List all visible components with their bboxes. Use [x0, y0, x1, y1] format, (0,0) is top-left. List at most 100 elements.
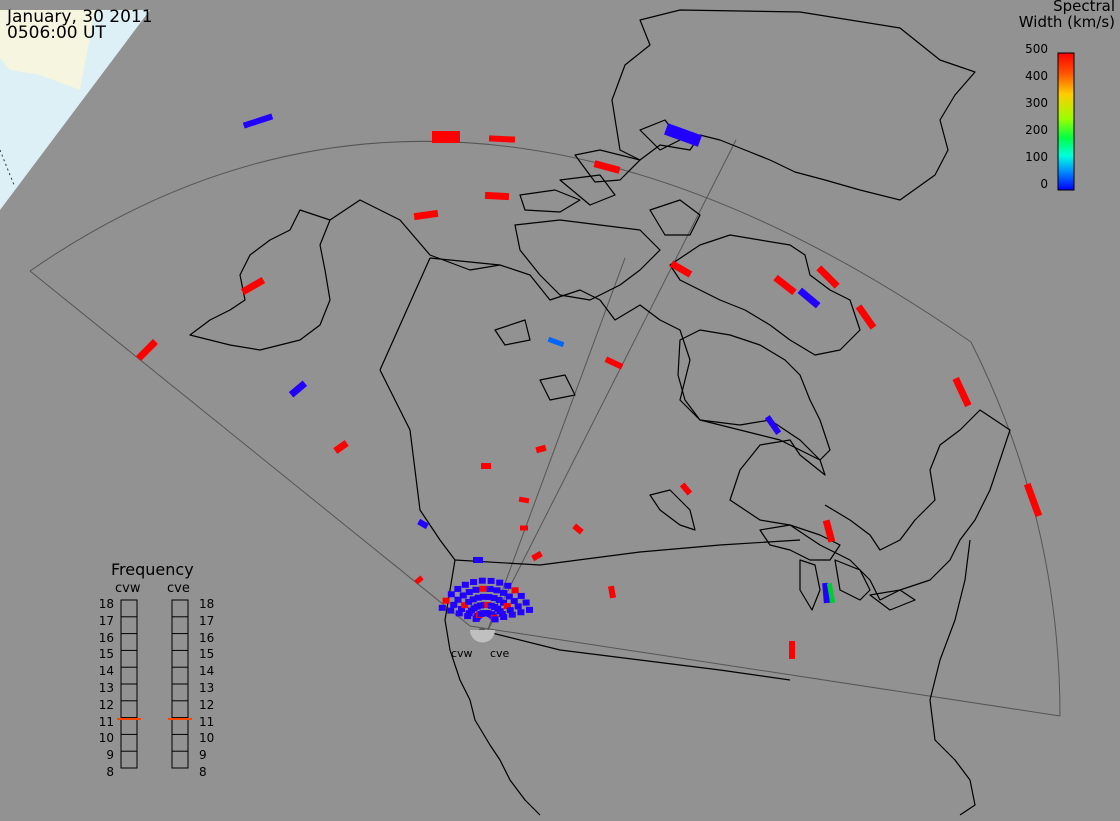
echo-cell: [518, 496, 530, 504]
echo-cell: [240, 276, 266, 296]
colorbar-tick-label: 0: [1040, 177, 1048, 191]
frequency-tick-label: 12: [199, 697, 215, 712]
echo-cell: [457, 606, 465, 613]
echo-cell: [608, 585, 616, 599]
echo-cell: [531, 550, 543, 562]
echo-cell: [454, 585, 462, 592]
frequency-tick-label: 10: [98, 731, 114, 746]
colorbar-tick-label: 100: [1025, 150, 1048, 164]
echo-cell: [478, 577, 486, 584]
frequency-tick-label: 16: [98, 630, 114, 645]
echo-cell: [517, 592, 525, 599]
frequency-tick-label: 9: [199, 748, 207, 763]
site-label-west: cvw: [451, 647, 473, 660]
echo-cell: [500, 614, 508, 621]
echo-cell: [511, 587, 519, 594]
echo-cell: [487, 577, 495, 584]
frequency-tick-label: 17: [98, 613, 114, 628]
colorbar-title-line1: Spectral: [1053, 0, 1115, 15]
echo-cell: [480, 601, 488, 608]
echo-cell: [461, 581, 469, 588]
coastlines: [189, 9, 1011, 816]
frequency-tick-label: 14: [98, 664, 114, 679]
echo-cell: [669, 260, 693, 278]
echo-cell: [498, 610, 506, 617]
radar-echoes: [136, 113, 1043, 659]
frequency-tick-label: 15: [199, 647, 215, 662]
echo-cell: [816, 265, 840, 289]
echo-cell: [470, 579, 478, 586]
echo-cell: [447, 607, 455, 614]
colorbar-title-line2: Width (km/s): [1018, 13, 1115, 31]
date-label: January, 30 2011: [7, 7, 153, 27]
echo-cell: [493, 587, 501, 594]
echo-cell: [510, 598, 518, 605]
echo-cell: [499, 589, 507, 596]
colorbar-tick-label: 500: [1025, 42, 1048, 56]
echo-cell: [465, 598, 473, 605]
echo-cell: [288, 380, 308, 398]
echo-cell: [333, 440, 349, 454]
echo-cell: [459, 592, 467, 599]
frequency-tick-label: 9: [106, 748, 114, 763]
echo-cell: [414, 575, 424, 585]
echo-cell: [679, 482, 693, 496]
echo-cell: [505, 593, 513, 600]
echo-cell: [822, 519, 836, 543]
echo-cell: [484, 602, 492, 609]
echo-cell: [664, 123, 702, 147]
echo-cell: [242, 113, 274, 129]
frequency-tick-label: 13: [199, 681, 215, 695]
frequency-tick-label: 17: [199, 613, 215, 628]
site-label-east: cve: [490, 647, 510, 660]
frequency-tick-label: 10: [199, 731, 215, 746]
echo-cell: [490, 595, 498, 602]
frequency-radar-cve: cve: [167, 581, 190, 596]
echo-cell: [417, 518, 429, 530]
echo-cell: [508, 611, 516, 618]
echo-cell: [525, 606, 533, 613]
time-label: 0506:00 UT: [7, 23, 106, 43]
echo-cell: [469, 596, 477, 603]
frequency-tick-label: 8: [199, 765, 207, 779]
land-corner: [0, 10, 95, 90]
echo-cell: [572, 523, 584, 535]
echo-cell: [461, 602, 469, 609]
echo-cell: [503, 603, 511, 610]
echo-cell: [136, 339, 158, 361]
echo-cell: [485, 593, 493, 600]
echo-cell: [797, 287, 821, 309]
map-title: January, 30 2011 0506:00 UT: [7, 7, 153, 43]
echo-cell: [413, 209, 439, 221]
colorbar-tick-label: 200: [1025, 123, 1048, 137]
frequency-title: Frequency: [111, 560, 194, 579]
echo-cell: [484, 191, 510, 201]
echo-cell: [773, 274, 797, 296]
echo-cell: [499, 599, 507, 606]
echo-cell: [520, 525, 528, 531]
frequency-tick-label: 11: [199, 714, 215, 729]
echo-cell: [952, 376, 972, 408]
terminator-line: [0, 149, 15, 186]
echo-cell: [447, 591, 455, 598]
echo-cell: [535, 444, 547, 454]
echo-cell: [454, 596, 462, 603]
echo-cell: [1023, 482, 1043, 518]
echo-cell: [547, 336, 565, 348]
frequency-tick-label: 11: [98, 714, 114, 729]
echo-cell: [496, 579, 504, 586]
echo-cell: [479, 585, 487, 592]
echo-cell: [442, 597, 450, 604]
frequency-tick-label: 18: [199, 597, 215, 611]
colorbar-title: Spectral Width (km/s): [1019, 0, 1115, 30]
echo-cell: [504, 582, 512, 589]
frequency-tick-label: 18: [98, 597, 114, 611]
echo-cell: [522, 599, 530, 606]
echo-cell: [486, 585, 494, 592]
echo-cell: [474, 594, 482, 601]
colorbar-tick-label: 300: [1025, 96, 1048, 110]
echo-cell: [789, 641, 795, 659]
frequency-gauge-ticks: [121, 616, 188, 752]
frequency-radar-cvw: cvw: [115, 581, 141, 596]
